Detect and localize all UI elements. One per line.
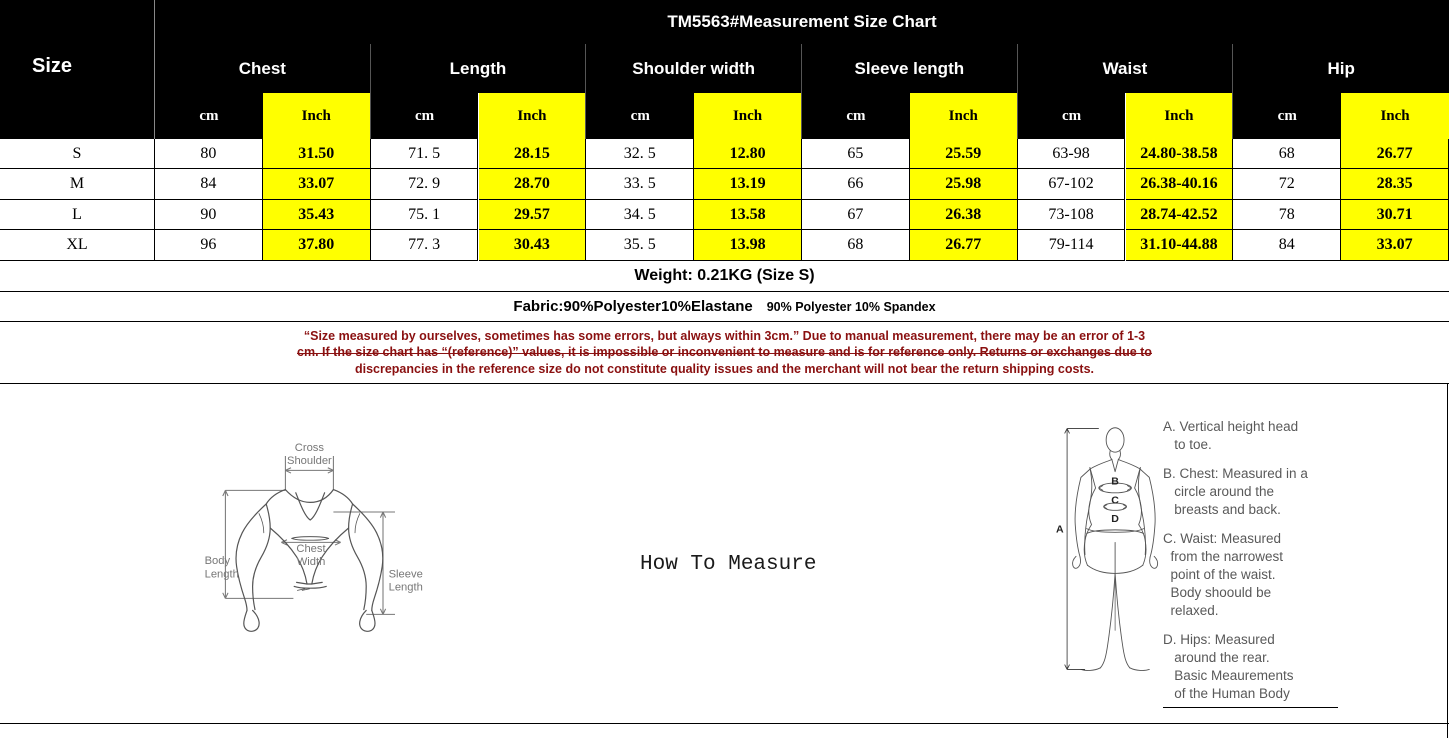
svg-text:Length: Length: [389, 581, 423, 593]
svg-text:A: A: [1056, 524, 1064, 536]
svg-text:Body: Body: [205, 555, 231, 567]
svg-text:D: D: [1111, 513, 1119, 525]
svg-text:Length: Length: [205, 569, 239, 581]
svg-text:Cross: Cross: [295, 442, 325, 454]
svg-text:Chest: Chest: [296, 543, 326, 555]
svg-text:C: C: [1111, 494, 1119, 506]
svg-text:Width: Width: [297, 556, 326, 568]
svg-text:Shoulder: Shoulder: [287, 455, 332, 467]
svg-text:Sleeve: Sleeve: [389, 569, 423, 581]
svg-text:B: B: [1111, 476, 1119, 488]
